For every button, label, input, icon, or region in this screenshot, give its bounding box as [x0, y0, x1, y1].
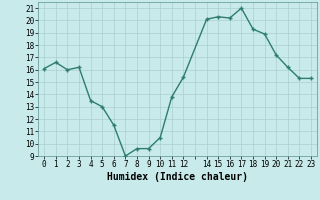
- X-axis label: Humidex (Indice chaleur): Humidex (Indice chaleur): [107, 172, 248, 182]
